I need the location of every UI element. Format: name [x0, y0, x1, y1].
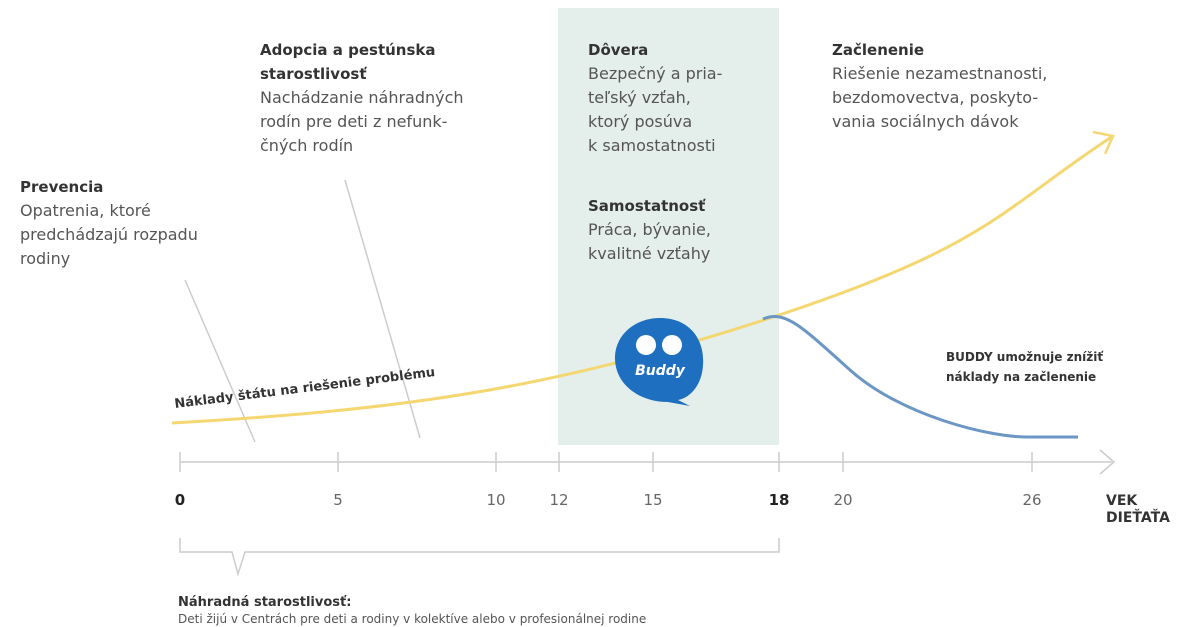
note-title: Náhradná starostlivosť:: [178, 595, 351, 610]
bracket: [179, 538, 780, 577]
buddy-note: BUDDY umožnuje znížiť náklady na začlene…: [946, 350, 1107, 384]
block-text: Opatrenia, ktoré: [20, 201, 151, 220]
tick-label: 0: [175, 491, 185, 509]
block-text: Práca, bývanie,: [588, 220, 711, 239]
note-text: Deti žijú v Centrách pre deti a rodiny v…: [178, 612, 646, 626]
logo-text: Buddy: [635, 363, 686, 379]
tick-label: 5: [333, 491, 343, 509]
block-title: starostlivosť: [260, 65, 367, 83]
block-text: k samostatnosti: [588, 136, 716, 155]
pointer-line: [344, 179, 421, 439]
cost-curve: [171, 134, 1114, 425]
block-title: Adopcia a pestúnska: [260, 41, 436, 59]
note-line: BUDDY umožnuje znížiť: [946, 350, 1104, 364]
block-text: Nachádzanie náhradných: [260, 88, 464, 107]
text-block: Adopcia a pestúnska starostlivosť Nachádza…: [260, 41, 464, 155]
block-title: Dôvera: [588, 41, 648, 59]
block-text: kvalitné vzťahy: [588, 244, 710, 263]
axis-label-line: DIEŤAŤA: [1106, 508, 1170, 526]
arrow-head: [1092, 130, 1115, 155]
tick-label: 12: [549, 491, 568, 509]
block-text: predchádzajú rozpadu: [20, 225, 198, 244]
axis-label: VEK DIEŤAŤA: [1106, 493, 1170, 526]
block-text: rodín pre deti z nefunk-: [260, 112, 447, 131]
block-title: Samostatnosť: [588, 197, 706, 215]
buddy-curve: [762, 315, 1078, 439]
text-block: Dôvera Bezpečný a pria-teľský vzťah, ktorý…: [588, 41, 722, 155]
block-text: teľský vzťah,: [588, 88, 691, 107]
axis-label-line: VEK: [1106, 493, 1138, 509]
block-title: Prevencia: [20, 178, 103, 196]
tick-label: 15: [643, 491, 662, 509]
text-block: Začlenenie Riešenie nezamestnanosti, bezdo…: [832, 41, 1047, 131]
tick-label: 18: [769, 491, 790, 509]
text-block: Prevencia Opatrenia, ktoré predchádzajú ro…: [20, 178, 198, 268]
block-text: bezdomovectva, poskyto-: [832, 88, 1038, 107]
block-text: Riešenie nezamestnanosti,: [832, 64, 1047, 83]
block-text: čných rodín: [260, 136, 353, 155]
tick-label: 20: [833, 491, 852, 509]
block-text: ktorý posúva: [588, 112, 692, 131]
block-text: Bezpečný a pria-: [588, 64, 722, 83]
block-text: rodiny: [20, 249, 70, 268]
logo: Buddy: [615, 318, 704, 406]
block-title: Začlenenie: [832, 41, 924, 59]
text-block: Samostatnosť Práca, bývanie, kvalitné vzťa…: [588, 197, 711, 263]
tick-label: 26: [1022, 491, 1041, 509]
axis-arrow: [1099, 449, 1116, 475]
block-text: vania sociálnych dávok: [832, 112, 1019, 131]
tick-label: 10: [486, 491, 505, 509]
note-line: náklady na začlenenie: [946, 370, 1096, 384]
pointer-line: [184, 279, 256, 443]
